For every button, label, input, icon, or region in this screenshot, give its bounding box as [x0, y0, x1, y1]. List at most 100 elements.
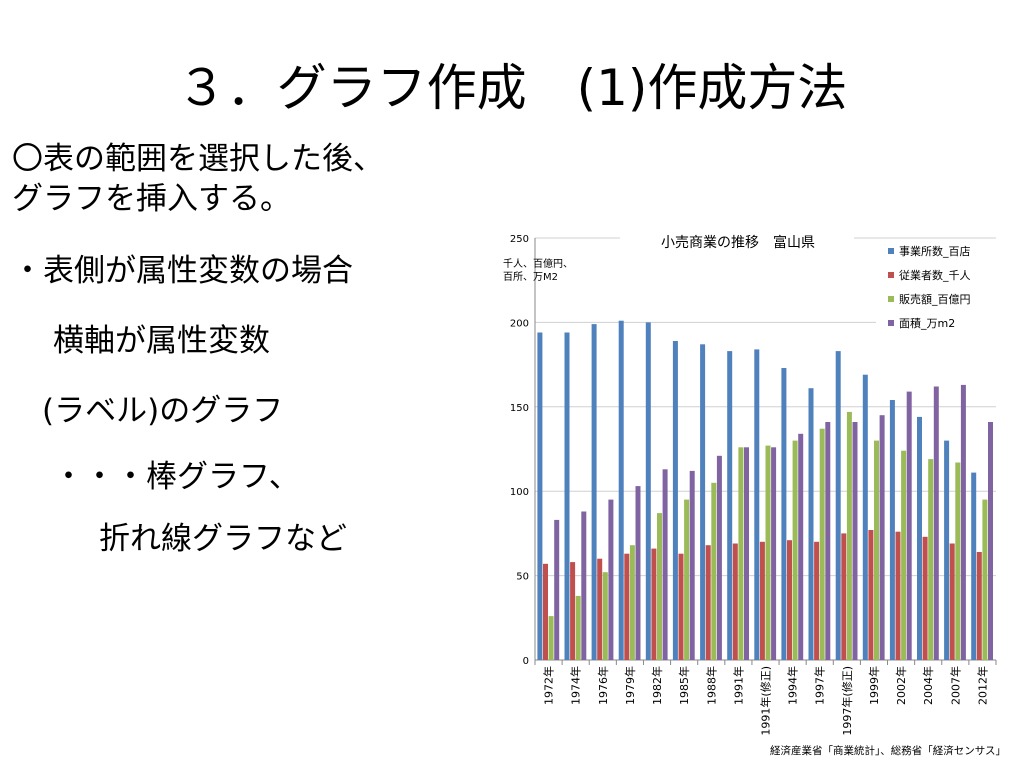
bar-2 — [732, 543, 738, 660]
x-tick-label: 1988年 — [704, 666, 718, 705]
legend-box — [876, 239, 1000, 347]
source-note: 経済産業省「商業統計」、総務省「経済センサス」 — [770, 744, 1006, 757]
bar-3 — [602, 572, 608, 660]
bar-2 — [922, 536, 928, 660]
chart-title-backing — [620, 231, 854, 253]
x-tick-label: 1982年 — [650, 666, 664, 705]
bar-2 — [814, 541, 820, 660]
legend-label-4: 面積_万m2 — [899, 316, 955, 330]
bar-2 — [949, 543, 955, 660]
chart-box: 0 50 100 150 200 250 1972年 1974年 1976年 1979年 1982年… — [496, 223, 1014, 763]
bar-4 — [906, 391, 912, 660]
bar-1 — [727, 351, 733, 660]
x-tick-label: 1999年 — [867, 666, 881, 705]
legend-swatch-2 — [888, 272, 894, 278]
bar-1 — [944, 440, 950, 660]
bullet-line-5: (ラベル)のグラフ — [42, 393, 284, 429]
x-tick-label: 1979年 — [623, 666, 637, 705]
bar-2 — [759, 541, 765, 660]
y-tick-label: 0 — [523, 656, 529, 667]
bar-4 — [716, 455, 722, 660]
bar-4 — [988, 422, 993, 660]
bar-2 — [841, 533, 847, 660]
bar-4 — [662, 469, 668, 660]
bar-3 — [955, 462, 961, 660]
bar-1 — [645, 322, 651, 660]
bar-4 — [689, 470, 695, 660]
bar-1 — [700, 344, 706, 660]
bar-3 — [738, 447, 744, 660]
bar-3 — [711, 482, 717, 660]
y-tick-label: 150 — [510, 403, 529, 414]
bullet-line-6: ・・・棒グラフ、 — [22, 459, 300, 495]
legend-label-2: 従業者数_千人 — [899, 269, 971, 282]
bar-4 — [635, 486, 641, 660]
bar-3 — [684, 499, 690, 660]
bar-2 — [678, 553, 684, 660]
bar-3 — [657, 513, 662, 660]
bar-4 — [933, 386, 939, 660]
x-tick-label: 1972年 — [542, 666, 556, 705]
x-tick-label: 1994年 — [786, 666, 800, 705]
bullet-line-2: グラフを挿入する。 — [12, 181, 291, 217]
unit-label-line-2: 百所、万M2 — [503, 271, 558, 283]
bar-4 — [825, 422, 831, 660]
bar-4 — [771, 447, 777, 660]
x-tick-label: 1991年 — [731, 666, 745, 705]
bar-3 — [874, 440, 879, 660]
bar-4 — [608, 499, 614, 660]
bullet-line-4: 横軸が属性変数 — [22, 323, 270, 359]
bar-2 — [597, 558, 603, 660]
bar-3 — [575, 595, 581, 660]
legend-swatch-1 — [888, 248, 894, 254]
bar-4 — [852, 422, 858, 660]
bar-4 — [581, 511, 587, 660]
bullet-line-7: 折れ線グラフなど — [37, 521, 347, 557]
x-tick-label: 2007年 — [948, 666, 962, 705]
bar-2 — [705, 545, 711, 660]
bar-1 — [754, 349, 760, 660]
bar-1 — [862, 374, 868, 660]
y-tick-label: 250 — [510, 234, 529, 245]
bar-3 — [846, 411, 852, 660]
x-tick-label: 1997年(修正) — [840, 666, 854, 736]
x-tick-label: 1976年 — [596, 666, 610, 705]
slide-title: ３．グラフ作成 (1)作成方法 — [176, 59, 848, 117]
x-tick-label: 1997年 — [813, 666, 827, 705]
y-tick-label: 50 — [516, 572, 529, 583]
x-tick-label: 2004年 — [921, 666, 935, 705]
bar-4 — [879, 415, 885, 660]
x-tick-label: 2012年 — [975, 666, 989, 705]
bar-2 — [976, 552, 982, 660]
bar-3 — [982, 499, 988, 660]
bar-2 — [895, 531, 901, 660]
bar-3 — [819, 428, 825, 660]
bar-3 — [901, 450, 907, 660]
bar-1 — [808, 388, 814, 660]
bullet-line-1: 〇表の範囲を選択した後、 — [12, 141, 384, 177]
bar-chart: 0 50 100 150 200 250 1972年 1974年 1976年 1979年 1982年… — [503, 231, 1006, 757]
bar-4 — [960, 384, 966, 660]
bar-2 — [624, 553, 630, 660]
bar-3 — [629, 545, 635, 660]
bar-3 — [928, 459, 934, 660]
y-tick-label: 200 — [510, 318, 529, 329]
bar-3 — [765, 445, 771, 660]
bar-1 — [889, 400, 895, 660]
bar-2 — [868, 530, 874, 660]
bar-1 — [537, 332, 543, 660]
legend-swatch-3 — [888, 296, 894, 302]
bar-1 — [971, 472, 977, 660]
x-tick-label: 1974年 — [569, 666, 583, 705]
legend-swatch-4 — [888, 320, 894, 326]
bar-2 — [570, 562, 576, 660]
y-tick-label: 100 — [510, 487, 529, 498]
bar-1 — [781, 368, 787, 660]
bar-4 — [554, 519, 560, 660]
unit-label-line-1: 千人、百億円、 — [503, 257, 573, 270]
bar-1 — [835, 351, 841, 660]
bar-1 — [564, 332, 570, 660]
bar-3 — [548, 616, 554, 660]
bar-4 — [744, 447, 749, 660]
legend-label-1: 事業所数_百店 — [899, 244, 971, 258]
